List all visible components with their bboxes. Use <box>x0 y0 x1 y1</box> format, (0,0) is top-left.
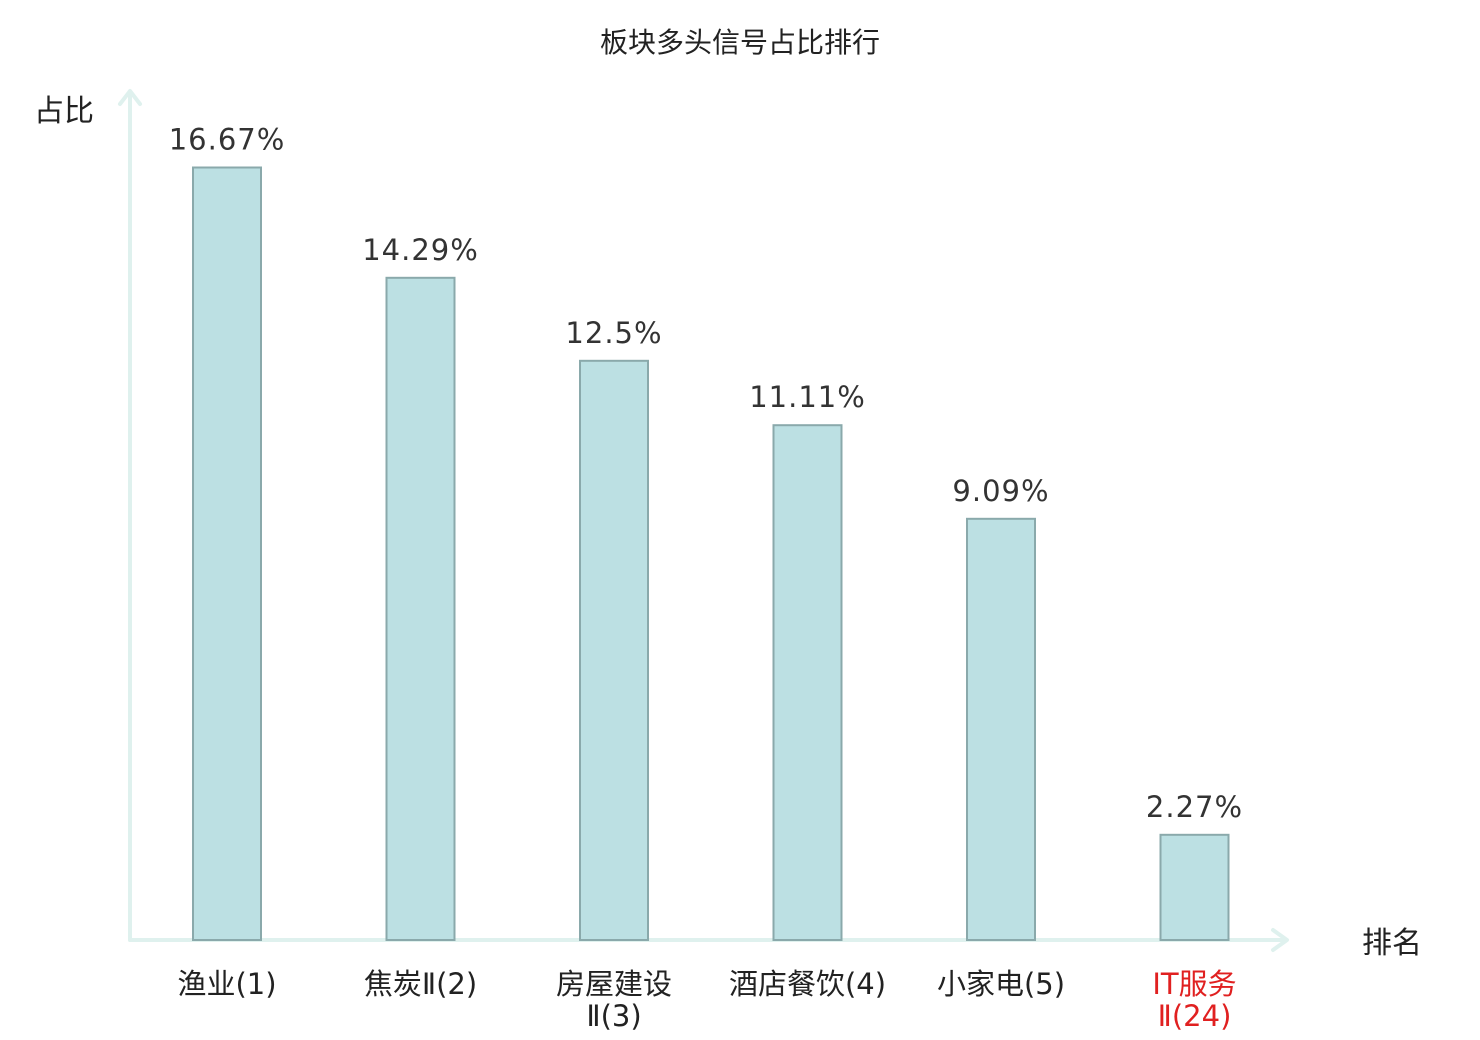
bars <box>192 166 1230 941</box>
x-axis <box>128 928 1289 952</box>
category-label: IT服务 <box>1152 967 1236 1001</box>
bar <box>966 517 1036 941</box>
category-label: 酒店餐饮(4) <box>729 967 886 1001</box>
data-label: 9.09% <box>952 474 1049 508</box>
y-axis-label: 占比 <box>34 94 94 129</box>
bar <box>579 359 649 941</box>
category-label: 渔业(1) <box>177 967 276 1001</box>
data-label: 11.11% <box>749 380 866 414</box>
y-axis <box>118 89 142 942</box>
category-label: Ⅱ(24) <box>1158 999 1232 1033</box>
data-labels: 16.67% 14.29% 12.5% 11.11% 9.09% 2.27% <box>169 123 1243 824</box>
data-label: 16.67% <box>169 123 286 157</box>
data-label: 2.27% <box>1146 790 1243 824</box>
bar <box>192 166 262 941</box>
data-label: 14.29% <box>362 233 479 267</box>
x-axis-label: 排名 <box>1362 926 1422 961</box>
data-label: 12.5% <box>565 316 662 350</box>
chart-title: 板块多头信号占比排行 <box>600 26 880 59</box>
bar <box>1159 833 1230 941</box>
bar <box>385 276 456 941</box>
category-label: 小家电(5) <box>937 967 1065 1001</box>
category-label: Ⅱ(3) <box>586 999 641 1033</box>
category-label: 焦炭Ⅱ(2) <box>364 967 477 1001</box>
category-label: 房屋建设 <box>556 967 672 1001</box>
bar <box>772 424 843 941</box>
